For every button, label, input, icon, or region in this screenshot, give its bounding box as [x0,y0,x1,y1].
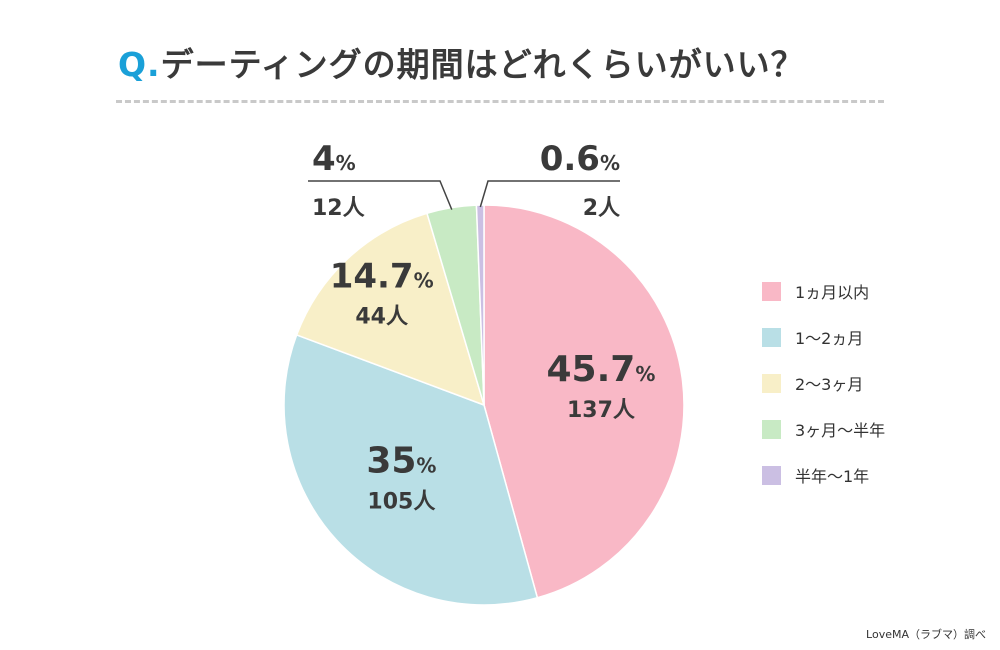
legend-swatch [762,327,781,347]
leader-line [308,180,453,210]
data-label-count: 2人 [583,196,620,221]
pie-slice [483,204,685,599]
question-prefix: Q. [118,45,161,84]
legend-item: 半年〜1年 [762,452,885,498]
data-label-count: 137人 [567,398,635,423]
legend-label: 半年〜1年 [795,467,870,486]
data-label-percent: 4% [312,139,356,179]
pie-slice [295,212,486,407]
pie-slice [283,333,539,606]
chart-title: Q.デーティングの期間はどれくらいがいい？ [118,38,805,86]
title-divider [116,100,884,103]
legend-label: 1ヵ月以内 [795,283,870,302]
data-label-percent: 14.7% [330,256,434,296]
legend-item: 2〜3ヶ月 [762,360,885,406]
legend: 1ヵ月以内 1〜2ヵ月 2〜3ヶ月 3ヶ月〜半年 半年〜1年 [762,268,885,498]
legend-swatch [762,419,781,439]
legend-item: 3ヶ月〜半年 [762,406,885,452]
legend-swatch [762,281,781,301]
legend-label: 2〜3ヶ月 [795,375,864,394]
legend-item: 1ヵ月以内 [762,268,885,314]
data-label-count: 105人 [367,490,435,515]
legend-swatch [762,465,781,485]
legend-label: 3ヶ月〜半年 [795,421,886,440]
question-text: デーティングの期間はどれくらいがいい？ [160,45,805,84]
leader-line [479,180,620,208]
source-note: LoveMA（ラブマ）調べ [866,628,986,641]
data-label-count: 12人 [312,196,365,221]
data-label-count: 44人 [355,304,408,329]
data-label-percent: 45.7% [546,349,655,390]
legend-swatch [762,373,781,393]
data-label-percent: 35% [366,441,436,482]
data-label-percent: 0.6% [540,139,620,179]
legend-item: 1〜2ヵ月 [762,314,885,360]
legend-label: 1〜2ヵ月 [795,329,864,348]
